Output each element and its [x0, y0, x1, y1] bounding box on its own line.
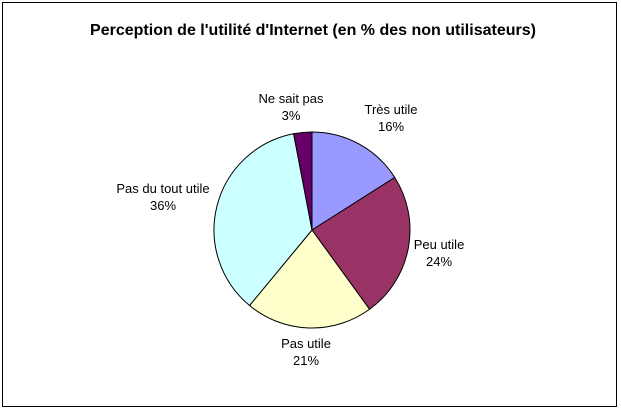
slice-label-5: Ne sait pas [258, 91, 324, 106]
slice-label-2: Peu utile [414, 237, 465, 252]
pie-slice-5 [293, 131, 313, 231]
pie-slice-3 [248, 229, 371, 329]
slice-label-4: Pas du tout utile [116, 181, 209, 196]
slice-value-label-5: 3% [282, 108, 301, 123]
pie-slice-1 [311, 131, 396, 231]
pie-slice-4 [213, 133, 313, 307]
pie-chart: Perception de l'utilité d'Internet (en %… [90, 22, 536, 368]
pie-labels: Très utile 16% Peu utile 24% Pas utile 21% Pas… [116, 91, 464, 368]
chart-area: Perception de l'utilité d'Internet (en %… [2, 2, 617, 407]
slice-label-3: Pas utile [281, 336, 331, 351]
pie-slice-2 [311, 176, 411, 310]
slice-value-label-1: 16% [378, 119, 404, 134]
slice-label-1: Très utile [365, 102, 418, 117]
chart-title: Perception de l'utilité d'Internet (en %… [90, 22, 536, 39]
slice-value-label-4: 36% [150, 198, 176, 213]
slice-value-label-3: 21% [293, 353, 319, 368]
slice-value-label-2: 24% [426, 254, 452, 269]
pie-slices [213, 131, 411, 329]
